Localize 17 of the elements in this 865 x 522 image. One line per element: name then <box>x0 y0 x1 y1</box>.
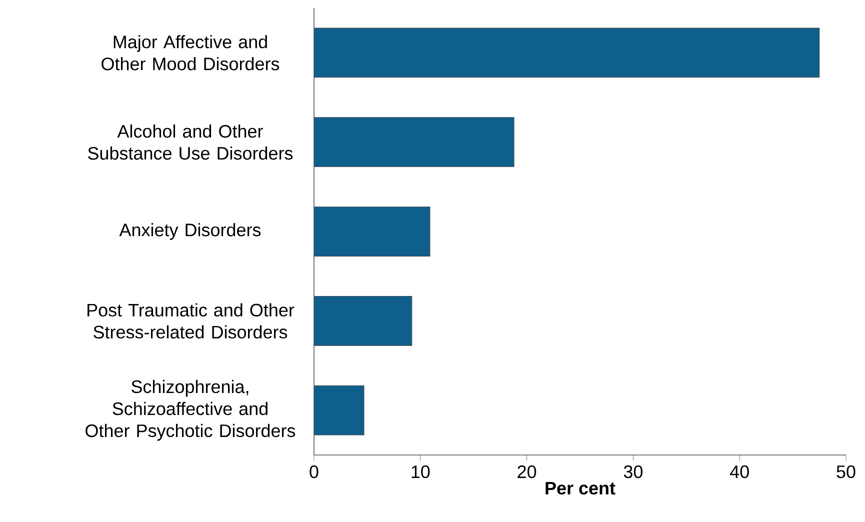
x-tick-label: 50 <box>836 465 856 478</box>
bar <box>314 206 430 256</box>
x-axis-title: Per cent <box>546 482 616 495</box>
bar <box>314 296 412 346</box>
y-tick-label: Schizophrenia, Schizoaffective and Other Psychotic Disorders <box>86 380 296 441</box>
x-tick-label: 10 <box>412 465 430 478</box>
bar <box>314 385 364 436</box>
y-tick-label: Anxiety Disorders <box>119 223 261 240</box>
x-tick-label: 40 <box>730 465 749 478</box>
x-tick-label: 0 <box>310 465 318 478</box>
y-tick-label: Post Traumatic and Other Stress-related Disorders <box>88 303 294 339</box>
y-tick-label: Major Affective and Other Mood Disorders <box>102 35 280 70</box>
bar <box>314 28 820 78</box>
x-tick-label: 30 <box>624 465 642 478</box>
x-tick-label: 20 <box>518 465 536 478</box>
bar <box>314 117 514 168</box>
y-tick-label: Alcohol and Other Substance Use Disorders <box>88 124 293 160</box>
